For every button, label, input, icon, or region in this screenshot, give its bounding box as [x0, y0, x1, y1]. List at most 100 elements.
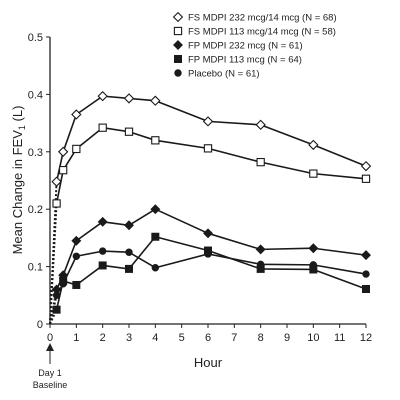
x-tick-label: 2: [100, 332, 106, 344]
series-2-point: [151, 136, 160, 145]
series-5-point: [309, 261, 318, 269]
series-1-point: [71, 109, 82, 120]
series-1-point: [123, 93, 135, 104]
legend-marker: [172, 11, 184, 23]
series-1-point: [57, 146, 69, 157]
series-2-point: [98, 123, 107, 132]
series-5-point: [204, 250, 212, 258]
y-tick-label: 0.1: [28, 262, 43, 274]
legend-item: FS MDPI 113 mcg/14 mcg (N = 58): [173, 26, 336, 38]
series-3-point: [308, 243, 319, 254]
series-2-point: [361, 174, 371, 183]
x-tick-label: 9: [284, 332, 290, 344]
series-3-line: [55, 208, 367, 290]
x-tick-label: 3: [126, 332, 132, 344]
x-tick-label: 7: [231, 332, 237, 344]
series-4: [49, 232, 370, 325]
series-4-point: [361, 284, 370, 293]
x-tick-label: 12: [360, 332, 372, 344]
x-tick-label: 0: [47, 332, 53, 344]
series-2-point: [52, 199, 61, 208]
series-5-point: [362, 270, 370, 278]
series-5: [49, 247, 370, 325]
legend-item: Placebo (N = 61): [174, 69, 260, 80]
series-5-point: [256, 260, 265, 269]
legend-label: FS MDPI 232 mcg/14 mcg (N = 68): [188, 13, 337, 24]
series-2-point: [72, 144, 81, 154]
series-2-point: [124, 127, 134, 136]
chart-legend: FS MDPI 232 mcg/14 mcg (N = 68) FS MDPI 1…: [172, 11, 337, 80]
series-3-point: [361, 250, 371, 261]
y-tick-label: 0.4: [28, 89, 43, 101]
series-2-baseline-segment: [49, 203, 58, 325]
legend-marker: [174, 69, 182, 77]
series-1-point: [308, 139, 319, 151]
series-4-point: [98, 261, 107, 270]
series-1-line: [55, 95, 367, 182]
series-1-point: [51, 176, 62, 187]
series-3-point: [124, 220, 134, 231]
series-1: [49, 90, 372, 325]
legend-label: FP MDPI 232 mcg (N = 61): [188, 41, 303, 52]
y-tick-label: 0.5: [28, 32, 43, 44]
series-2-point: [59, 166, 68, 175]
y-axis-title-main: Mean Change in FEV: [10, 130, 25, 255]
y-tick-label: 0.2: [28, 204, 43, 216]
series-5-point: [52, 291, 61, 299]
series-4-point: [151, 232, 160, 241]
y-axis-title-units: (L): [10, 106, 25, 126]
legend-label: Placebo (N = 61): [188, 69, 260, 80]
series-4-point: [72, 280, 81, 289]
legend-marker: [173, 26, 183, 36]
baseline-arrow-head: [46, 343, 54, 351]
x-tick-label: 10: [307, 332, 319, 344]
series-layer: [49, 90, 372, 325]
series-5-line: [55, 250, 367, 296]
series-2-point: [256, 157, 265, 167]
legend-item: FP MDPI 232 mcg (N = 61): [173, 40, 303, 52]
legend-marker: [173, 55, 182, 64]
x-tick-label: 1: [73, 332, 79, 344]
y-tick-label: 0.3: [28, 147, 43, 159]
series-5-point: [98, 247, 107, 255]
chart-axes: [49, 37, 366, 325]
baseline-note-line2: Baseline: [33, 380, 68, 390]
series-3-point: [255, 244, 266, 255]
x-axis-ticks: 0 1 2 3 4 5 6 7 8 9 10 11 12: [47, 324, 372, 344]
series-1-point: [150, 95, 161, 106]
x-tick-label: 11: [334, 332, 345, 344]
series-3-point: [203, 228, 213, 239]
series-5-point: [125, 248, 133, 256]
x-tick-label: 4: [152, 332, 158, 344]
y-axis-title-subscript: 1: [17, 125, 27, 130]
baseline-note-line1: Day 1: [38, 368, 62, 378]
series-1-point: [202, 116, 214, 127]
y-axis-title: Mean Change in FEV1 (L): [10, 106, 27, 255]
series-4-line: [55, 235, 367, 310]
y-tick-label: 0: [37, 319, 43, 331]
series-1-point: [360, 160, 372, 172]
series-1-point: [255, 119, 266, 130]
series-1-point: [97, 90, 108, 102]
series-3-point: [150, 204, 161, 215]
series-3-point: [97, 216, 108, 227]
legend-label: FS MDPI 113 mcg/14 mcg (N = 58): [188, 27, 336, 38]
series-3-point: [71, 235, 82, 246]
series-2: [49, 123, 371, 325]
legend-label: FP MDPI 113 mcg (N = 64): [188, 55, 302, 66]
x-tick-label: 8: [258, 332, 264, 344]
x-axis-title: Hour: [194, 355, 223, 370]
series-5-point: [59, 280, 67, 288]
x-tick-label: 6: [205, 332, 211, 344]
series-5-baseline-segment: [49, 295, 58, 325]
baseline-annotation: Day 1 Baseline: [33, 343, 68, 390]
x-tick-label: 5: [179, 332, 185, 344]
legend-marker: [173, 40, 183, 50]
series-3: [49, 204, 371, 325]
series-4-point: [125, 264, 134, 273]
series-5-point: [151, 264, 160, 272]
series-2-line: [55, 126, 367, 204]
legend-item: FS MDPI 232 mcg/14 mcg (N = 68): [172, 11, 337, 24]
y-axis-ticks: 0 0.1 0.2 0.3 0.4 0.5: [28, 32, 50, 331]
